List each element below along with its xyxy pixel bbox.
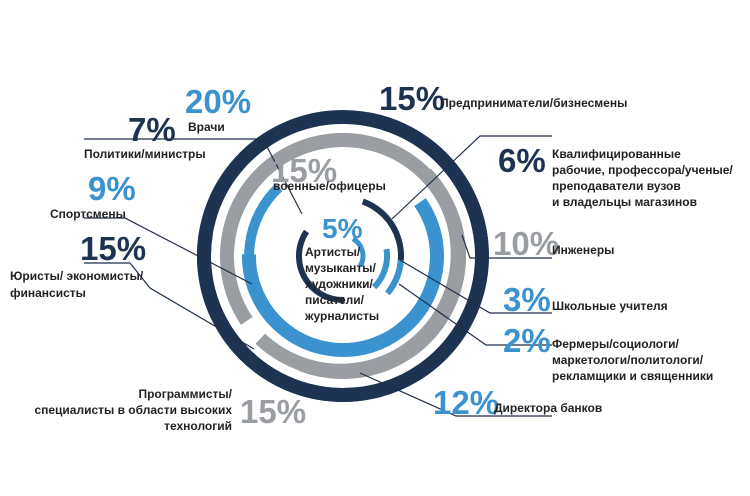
pct-farmers: 2% <box>503 322 551 359</box>
label-artists-1: Артисты/ <box>305 245 361 259</box>
label-engineers: Инженеры <box>552 243 614 257</box>
leader-line-skilled-workers <box>391 135 552 220</box>
pct-doctors: 20% <box>185 83 251 120</box>
label-farmers-3: рекламщики и священники <box>552 369 713 383</box>
label-skilled-workers-1: Квалифицированные <box>552 147 681 161</box>
label-doctors: Врачи <box>188 120 225 134</box>
leader-line-politicians <box>84 138 303 215</box>
label-programmers-3: технологий <box>164 419 232 433</box>
pct-politicians: 7% <box>128 111 176 148</box>
pct-military: 15% <box>271 152 337 189</box>
pct-programmers: 15% <box>240 393 306 430</box>
arc-segment-2 <box>295 229 345 304</box>
pct-athletes: 9% <box>88 170 136 207</box>
label-bank-directors: Директора банков <box>494 401 602 415</box>
pct-bank-directors: 12% <box>433 384 499 421</box>
arc-segment-9 <box>371 248 391 290</box>
label-farmers-2: маркетологи/политологи/ <box>552 353 704 367</box>
label-military: военные/офицеры <box>273 179 386 193</box>
pct-teachers: 3% <box>503 281 551 318</box>
label-lawyers-2: финансисты <box>10 286 86 300</box>
arc-segment-8 <box>196 109 489 402</box>
label-artists-3: художники/ <box>305 277 374 291</box>
label-programmers-1: Программисты/ <box>138 387 232 401</box>
pct-entrepreneurs: 15% <box>379 80 445 117</box>
leader-lines <box>84 135 552 417</box>
arc-segment-6 <box>351 236 366 268</box>
label-skilled-workers-4: и владельцы магазинов <box>552 195 697 209</box>
chart-arcs <box>196 109 489 402</box>
pct-engineers: 10% <box>493 225 559 262</box>
label-entrepreneurs: Предприниматели/бизнесмены <box>440 96 627 110</box>
label-athletes: Спортсмены <box>50 207 126 221</box>
label-skilled-workers-2: рабочие, профессора/ученые/ <box>552 163 733 177</box>
label-programmers-2: специалисты в области высоких <box>34 403 232 417</box>
label-teachers: Школьные учителя <box>552 299 668 313</box>
label-artists-4: писатели/ <box>305 293 365 307</box>
arc-segment-12 <box>241 198 444 357</box>
label-politicians: Политики/министры <box>84 147 206 161</box>
arc-segment-10 <box>385 259 404 296</box>
leader-line-athletes <box>84 217 253 285</box>
label-artists-5: журналисты <box>304 309 379 323</box>
label-artists-2: музыканты/ <box>305 261 377 275</box>
leader-line-engineers <box>461 234 552 259</box>
leader-line-lawyers <box>84 262 255 350</box>
label-lawyers-1: Юристы/ экономисты/ <box>10 269 144 283</box>
leader-line-farmers <box>398 283 552 346</box>
pct-lawyers: 15% <box>80 230 146 267</box>
pct-skilled-workers: 6% <box>498 142 546 179</box>
label-skilled-workers-3: преподаватели вузов <box>552 179 681 193</box>
leader-line-bank-directors <box>359 372 552 417</box>
leader-line-teachers <box>399 259 552 314</box>
pct-artists: 5% <box>322 213 363 244</box>
arc-segment-11 <box>220 133 466 358</box>
label-farmers-1: Фермеры/социологи/ <box>552 337 680 351</box>
